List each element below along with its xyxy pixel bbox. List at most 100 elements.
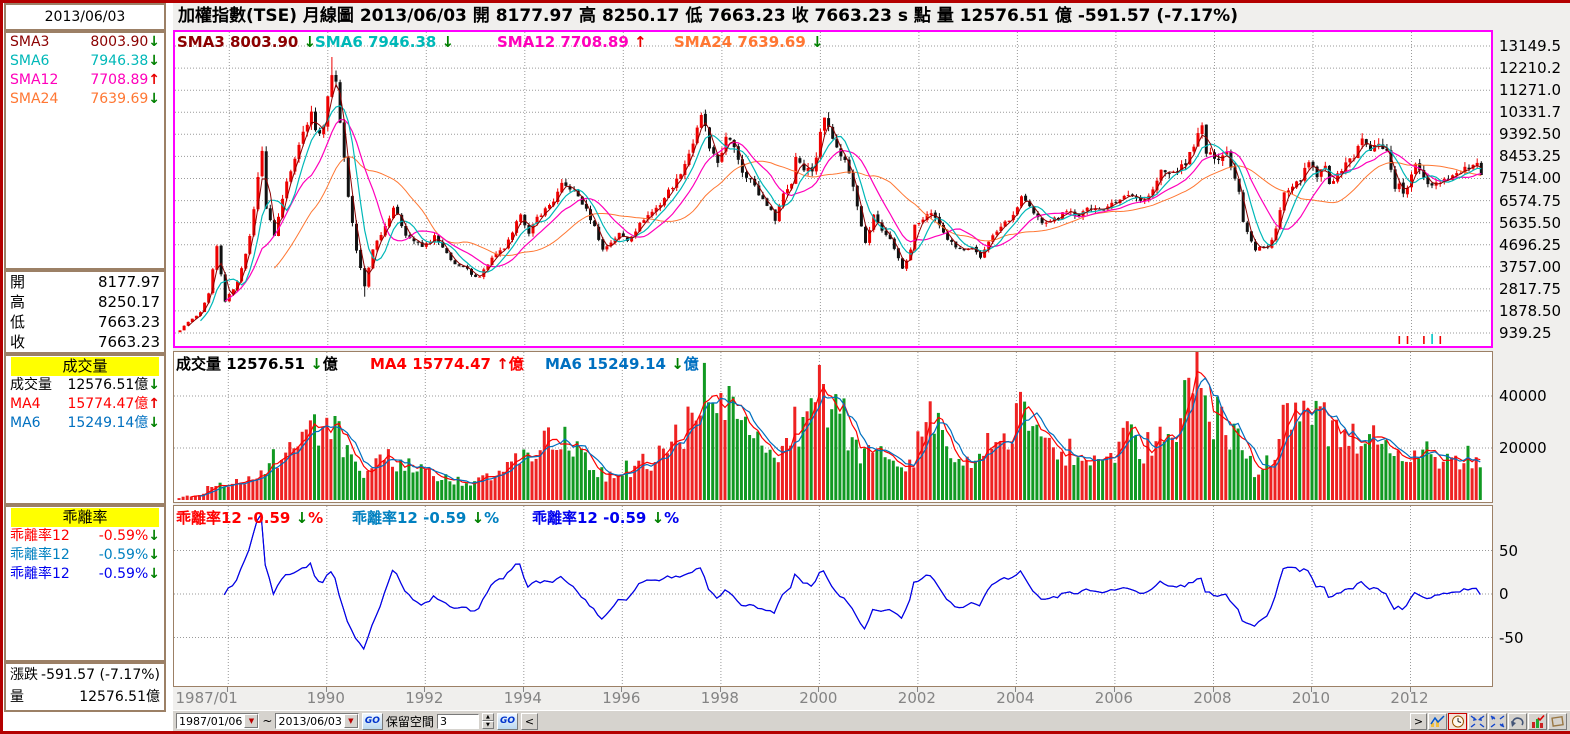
reserve-space-stepper[interactable]: ▲ ▼ [481, 713, 494, 729]
time-axis-tick [227, 687, 229, 692]
axis-tick-label: 12210.2 [1499, 59, 1562, 78]
time-axis-label: 2000 [799, 689, 838, 707]
chart-title: 加權指數(TSE) 月線圖 2013/06/03 開 8177.97 高 825… [173, 3, 1570, 30]
info-row: 成交量 12576.51億↓ [10, 377, 160, 393]
clock-icon[interactable] [1448, 712, 1467, 730]
info-row: 開 8177.97 [10, 273, 160, 291]
axis-tick-label: 9392.50 [1499, 125, 1562, 144]
time-axis-tick [325, 687, 327, 692]
scroll-right-button[interactable]: > [1410, 712, 1427, 730]
go-button-2[interactable]: GO [496, 712, 518, 730]
axis-tick-label: 20000 [1499, 439, 1547, 457]
bias-panel-header: 乖離率 [11, 508, 159, 527]
axis-tick-label: 11271.0 [1499, 81, 1562, 100]
time-axis-label: 1998 [700, 689, 739, 707]
time-axis-label: 2004 [996, 689, 1035, 707]
scroll-left-button[interactable]: < [520, 712, 538, 730]
bar-chart-icon[interactable] [1528, 712, 1547, 730]
time-axis-tick [719, 687, 721, 692]
info-row: MA6 15249.14億↓ [10, 415, 160, 431]
range-tilde: ~ [262, 714, 273, 728]
volume-panel-header: 成交量 [11, 357, 159, 376]
bias-info-panel: 乖離率 乖離率12 -0.59%↓ 乖離率12 -0.59%↓ 乖離率12 -0.59%↓ [4, 505, 166, 662]
info-row: SMA24 7639.69↓ [10, 91, 160, 107]
time-axis-label: 2008 [1193, 689, 1232, 707]
reserve-space-input[interactable] [436, 713, 479, 729]
main-area: 加權指數(TSE) 月線圖 2013/06/03 開 8177.97 高 825… [173, 3, 1570, 731]
info-row: 低 7663.23 [10, 313, 160, 331]
time-axis-label: 1996 [602, 689, 641, 707]
time-axis-label: 2012 [1390, 689, 1429, 707]
info-row: MA4 15774.47億↑ [10, 396, 160, 412]
undo-icon[interactable] [1508, 712, 1527, 730]
date-from-combobox[interactable]: 1987/01/06 ▼ [176, 713, 260, 729]
axis-tick-label: 10331.7 [1499, 103, 1562, 122]
current-date: 2013/06/03 [44, 9, 126, 25]
axis-tick-label: 13149.5 [1499, 37, 1562, 56]
axis-tick-label: 939.25 [1499, 324, 1552, 343]
axis-tick-label: 2817.75 [1499, 279, 1562, 298]
time-axis-label: 2006 [1094, 689, 1133, 707]
time-axis-tick [522, 687, 524, 692]
axis-tick-label: 40000 [1499, 387, 1547, 405]
date-from-value: 1987/01/06 [179, 714, 243, 728]
time-axis-label: 1994 [503, 689, 542, 707]
volume-bar-chart[interactable] [174, 352, 1492, 502]
axis-tick-label: 5635.50 [1499, 213, 1562, 232]
time-axis-tick [818, 687, 820, 692]
axis-tick-label: 6574.75 [1499, 191, 1562, 210]
stepper-up-icon[interactable]: ▲ [481, 713, 494, 721]
info-row: 漲跌 -591.57 (-7.17%) [10, 667, 160, 683]
axis-tick-label: 8453.25 [1499, 147, 1562, 166]
info-row: 收 7663.23 [10, 333, 160, 351]
time-axis: 1987/01 1990 1992 1994 1996 1998 2000 2002 2004 2… [173, 687, 1493, 710]
date-to-dropdown-icon[interactable]: ▼ [343, 714, 358, 728]
axis-tick-label: 0 [1499, 585, 1509, 603]
info-row: SMA3 8003.90↓ [10, 34, 160, 50]
info-row: 量 12576.51億 [10, 689, 160, 705]
ohlc-panel: 開 8177.97 高 8250.17 低 7663.23 收 7663.23 [4, 270, 166, 354]
sidebar: 2013/06/03 SMA3 8003.90↓ SMA6 7946.38↓ SMA12… [3, 3, 171, 731]
date-from-dropdown-icon[interactable]: ▼ [244, 714, 259, 728]
info-row: SMA6 7946.38↓ [10, 53, 160, 69]
time-axis-label: 2010 [1291, 689, 1331, 707]
expand-icon[interactable] [1488, 712, 1507, 730]
info-row: 乖離率12 -0.59%↓ [10, 528, 160, 544]
date-to-value: 2013/06/03 [278, 714, 342, 728]
line-chart-icon[interactable] [1428, 712, 1447, 730]
info-row: 乖離率12 -0.59%↓ [10, 566, 160, 582]
bias-chart-panel[interactable]: 乖離率12 -0.59 ↓% 乖離率12 -0.59 ↓% 乖離率12 -0.59 … [173, 505, 1493, 687]
info-row: 高 8250.17 [10, 293, 160, 311]
time-axis-label: 1992 [405, 689, 444, 707]
time-axis-tick [1311, 687, 1312, 692]
axis-tick-label: 4696.25 [1499, 235, 1562, 254]
axis-tick-label: 7514.00 [1499, 169, 1562, 188]
price-candlestick-chart[interactable] [175, 32, 1491, 346]
time-axis-tick [1015, 687, 1017, 692]
time-axis-tick [621, 687, 623, 692]
time-axis-tick [916, 687, 918, 692]
time-axis-tick [1212, 687, 1214, 692]
reserve-space-label: 保留空間 [385, 714, 434, 729]
axis-tick-label: 50 [1499, 541, 1519, 560]
time-axis-tick [424, 687, 426, 692]
toolbar-icon-group: > [1410, 712, 1567, 730]
volume-info-panel: 成交量 成交量 12576.51億↓ MA4 15774.47億↑ MA6 15249.1… [4, 354, 166, 505]
time-axis-tick [1409, 687, 1411, 692]
price-chart-panel[interactable]: SMA3 8003.90 ↓ SMA6 7946.38 ↓ SMA12 7708.8… [173, 30, 1493, 348]
bottom-toolbar: 1987/01/06 ▼ ~ 2013/06/03 ▼ GO 保留空間 ▲ ▼ … [173, 710, 1570, 731]
new-window-icon[interactable] [1548, 712, 1567, 730]
time-axis-label: 1987/01 [175, 689, 238, 707]
sma-panel: SMA3 8003.90↓ SMA6 7946.38↓ SMA12 7708.89↑ SMA… [4, 31, 166, 270]
date-to-combobox[interactable]: 2013/06/03 ▼ [275, 713, 359, 729]
axis-tick-label: 1878.50 [1499, 301, 1562, 320]
bias-line-chart[interactable] [174, 506, 1492, 686]
stepper-down-icon[interactable]: ▼ [481, 721, 494, 729]
volume-chart-panel[interactable]: 成交量 12576.51 ↓億 MA4 15774.47 ↑億 MA6 15249.… [173, 351, 1493, 503]
collapse-icon[interactable] [1468, 712, 1487, 730]
go-button[interactable]: GO [361, 712, 383, 730]
info-row: SMA12 7708.89↑ [10, 72, 160, 88]
change-panel: 漲跌 -591.57 (-7.17%) 量 12576.51億 [4, 662, 166, 712]
axis-tick-label: -50 [1499, 628, 1524, 647]
